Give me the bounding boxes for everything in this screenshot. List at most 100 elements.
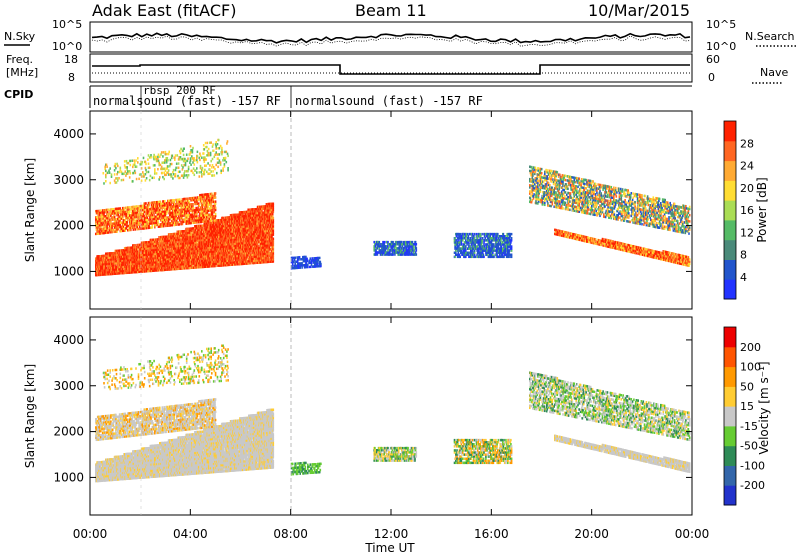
power-cell: [121, 257, 123, 260]
power-cell: [192, 227, 195, 230]
power-cell: [244, 212, 246, 216]
power-cell: [229, 232, 232, 236]
power-cell: [182, 258, 185, 262]
power-cell: [255, 257, 258, 260]
power-cell: [180, 250, 183, 254]
power-cell: [239, 215, 242, 218]
power-cell: [137, 266, 140, 269]
power-cell: [134, 250, 137, 253]
power-cell: [254, 216, 256, 219]
power-cell: [191, 258, 193, 261]
power-cell: [105, 262, 108, 266]
power-cell: [272, 221, 275, 224]
nsearch-trace: [91, 35, 691, 47]
power-cell: [239, 254, 241, 258]
power-heatmap-cells: [95, 138, 691, 277]
power-cell: [246, 256, 249, 259]
power-cell: [162, 248, 165, 251]
power-cell: [160, 246, 162, 249]
power-cell: [272, 225, 275, 228]
power-cell: [254, 234, 256, 238]
power-cell: [203, 251, 206, 254]
power-cell: [237, 248, 239, 251]
power-cell: [227, 263, 229, 267]
power-cell: [194, 227, 196, 230]
power-cell: [96, 232, 98, 235]
power-cell: [113, 264, 115, 267]
power-cell: [266, 213, 268, 216]
power-cell: [128, 246, 131, 250]
power-cell: [130, 263, 132, 266]
power-cell: [179, 242, 182, 246]
noise-tick-left-top: 10^5: [52, 18, 82, 31]
power-cell: [228, 257, 230, 260]
power-cell: [192, 251, 195, 255]
power-cell: [164, 245, 167, 249]
power-cell: [244, 219, 247, 222]
power-cell: [108, 258, 110, 261]
power-cell: [238, 227, 240, 231]
power-cell: [146, 255, 148, 258]
power-cell: [141, 270, 143, 273]
power-cell: [189, 266, 191, 270]
power-cell: [268, 229, 270, 233]
power-cell: [258, 246, 261, 250]
power-cell: [164, 252, 166, 255]
power-cell: [183, 240, 185, 243]
power-cell: [230, 255, 233, 258]
power-cell: [229, 249, 232, 252]
power-cell: [272, 247, 275, 251]
cpid-segment-1: normalsound (fast) -157 RF: [93, 94, 281, 108]
power-cell: [203, 222, 206, 225]
power-cell: [162, 244, 164, 247]
power-cell: [176, 255, 179, 258]
power-cell: [189, 258, 192, 261]
power-cell: [257, 236, 259, 240]
power-cell: [219, 229, 222, 232]
power-cell: [190, 246, 192, 249]
power-cell: [221, 235, 223, 238]
power-cell: [272, 219, 275, 222]
power-cell: [195, 239, 197, 242]
power-cell: [132, 246, 134, 249]
power-cell: [192, 260, 195, 263]
power-cell: [172, 265, 175, 269]
power-cell: [208, 230, 211, 233]
power-cell: [222, 216, 224, 220]
power-cell: [196, 251, 198, 255]
power-cell: [272, 254, 275, 257]
power-cell: [157, 238, 159, 241]
power-cell: [233, 263, 235, 266]
power-cell: [208, 232, 211, 235]
power-cell: [250, 247, 253, 250]
power-cell: [189, 252, 192, 255]
power-cell: [117, 270, 120, 273]
power-cell: [125, 255, 128, 258]
power-cell: [212, 223, 215, 227]
power-cell: [268, 223, 270, 226]
power-cell: [268, 246, 271, 249]
power-cell: [236, 252, 238, 256]
power-cell: [249, 255, 252, 259]
power-cell: [202, 249, 204, 252]
power-cell: [133, 250, 135, 253]
power-cell: [248, 260, 251, 263]
nave-tick-bottom: 0: [708, 71, 715, 84]
power-cell: [175, 265, 177, 269]
power-cell: [204, 244, 207, 248]
nave-label: Nave: [760, 66, 788, 79]
power-cell: [184, 236, 186, 239]
power-cell: [223, 233, 226, 236]
power-cell: [272, 210, 275, 214]
power-cell: [208, 221, 211, 225]
power-cell: [248, 262, 251, 265]
power-cell: [267, 237, 270, 241]
power-cell: [223, 226, 226, 230]
power-cell: [204, 230, 206, 233]
power-cell: [165, 243, 167, 247]
radar-title: Adak East (fitACF): [92, 1, 236, 20]
power-cell: [96, 269, 99, 273]
power-cell: [123, 271, 126, 275]
power-cell: [201, 247, 204, 250]
power-cell: [247, 227, 249, 230]
